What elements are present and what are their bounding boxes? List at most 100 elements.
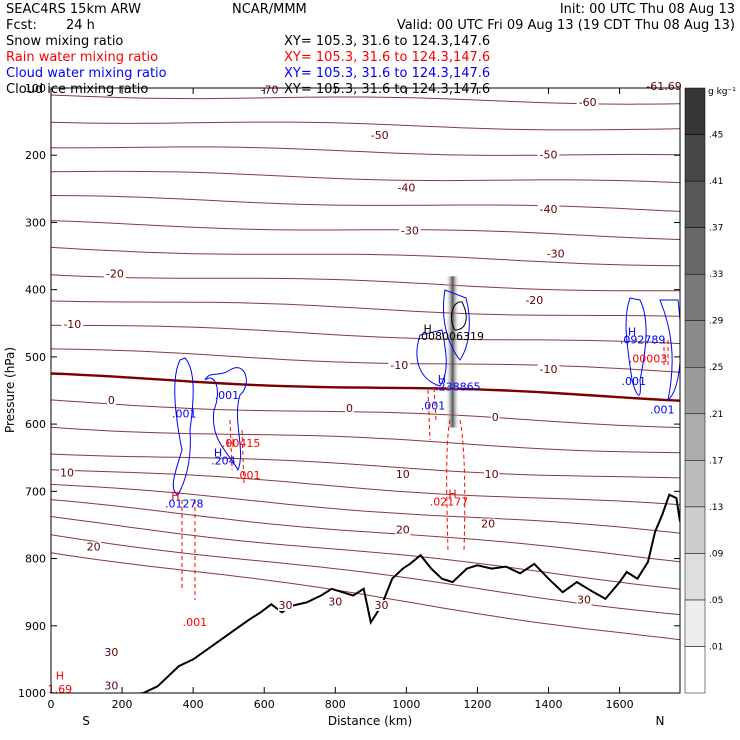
rain-water-contour [427, 387, 437, 441]
colorbar-level-label: .17 [709, 456, 723, 466]
temperature-contour-label: -70 [261, 83, 279, 96]
isotherm-line [51, 274, 680, 292]
valid-time: Valid: 00 UTC Fri 09 Aug 13 (19 CDT Thu … [397, 18, 735, 33]
hydrometeor-label: .204 [211, 454, 236, 467]
y-tick-label: 1000 [18, 687, 46, 700]
cloud-water-contour [172, 357, 194, 496]
contour-label-bg [399, 225, 421, 237]
hydrometeor-label: H [438, 373, 446, 386]
hydrometeor-label: .001 [421, 399, 446, 412]
cloud-water-contour [416, 329, 447, 387]
temperature-contour-label: -30 [401, 225, 419, 238]
hydrometeor-label: H [214, 446, 222, 459]
contour-label-bg [59, 467, 75, 479]
hydrometeor-label: .001 [622, 375, 647, 388]
hydrometeor-label: .02177 [430, 495, 469, 508]
snow-contour [451, 301, 467, 331]
contour-label-bg [480, 518, 496, 530]
colorbar-swatch [684, 180, 706, 228]
colorbar-level-label: .45 [709, 131, 723, 141]
y-tick-label: 700 [25, 485, 46, 498]
y-tick-label: 400 [25, 284, 46, 297]
contour-label-bg [537, 364, 560, 376]
contour-label-bg [523, 294, 546, 306]
field-name-cloud-ice: Cloud ice mixing ratio [6, 82, 148, 97]
cloud-water-contour [625, 297, 647, 396]
y-tick-label: 600 [25, 418, 46, 431]
temperature-contour-label: 30 [577, 594, 591, 607]
colorbar-level-label: .13 [709, 503, 723, 513]
terrain-line [137, 493, 680, 693]
temperature-contour-label: 10 [485, 468, 499, 481]
hydrometeor-label: .00003 [629, 352, 668, 365]
plot-frame [50, 87, 681, 694]
isotherm-line [51, 195, 680, 212]
isotherm-line [51, 121, 680, 131]
hydrometeor-label: .008006319 [418, 330, 484, 343]
isotherm-line [51, 516, 680, 590]
temperature-contour-label: -61.69 [646, 80, 681, 93]
contour-label-bg [103, 680, 120, 692]
x-tick-label: 1400 [535, 698, 563, 711]
contour-label-bg [103, 647, 120, 659]
contour-label-bg [61, 318, 84, 330]
hydrometeor-label: H [56, 670, 64, 683]
x-tick-label: 600 [254, 698, 275, 711]
colorbar: .01 .05 .09 .13 .17 .21 .25 .29 .33 .37 .41 .45 [684, 87, 724, 694]
isotherm-line [51, 499, 680, 563]
hydrometeor-label: .01278 [165, 497, 204, 510]
isotherm-line [51, 348, 680, 373]
field-xy-snow: XY= 105.3, 31.6 to 124.3,147.6 [284, 34, 490, 49]
contour-label-bg [327, 596, 343, 608]
contour-labels: -70 -61.69 -60 -50 -50 -40 -40 -30 -30 -20 -20 -10 -… [48, 80, 685, 696]
field-name-rain: Rain water mixing ratio [6, 50, 158, 65]
temperature-contour-label: -50 [371, 129, 389, 142]
isotherm-line [51, 469, 680, 506]
cloud-water-contour [204, 367, 247, 472]
isotherm-line [51, 94, 680, 105]
contour-label-bg [373, 599, 390, 611]
temperature-contour-label: 30 [328, 596, 342, 609]
hydrometeor-contours [172, 276, 680, 600]
colorbar-swatch [684, 599, 706, 647]
x-axis-right-end: N [656, 714, 665, 728]
contour-label-bg [576, 594, 592, 606]
temperature-contour-label: -10 [63, 318, 81, 331]
freezing-level-line [51, 372, 680, 402]
x-axis-left-end: S [82, 714, 90, 728]
x-tick-label: 400 [183, 698, 204, 711]
forecast-label: Fcst: [6, 18, 37, 33]
forecast-value: 24 h [66, 18, 95, 33]
isotherm-line [51, 220, 680, 240]
contour-label-bg [368, 130, 391, 142]
contour-label-bg [643, 81, 685, 93]
colorbar-swatch [684, 320, 706, 368]
isotherm-line [51, 453, 680, 479]
contour-label-bg [104, 268, 126, 280]
hydrometeor-label: H [448, 487, 456, 500]
isotherm-line [51, 246, 680, 267]
contour-label-bg [345, 403, 354, 415]
isotherm-line [51, 300, 680, 317]
rain-water-contour [446, 419, 466, 551]
isotherm-line [51, 399, 680, 428]
colorbar-level-label: .37 [709, 224, 723, 234]
y-tick-label: 500 [25, 351, 46, 364]
rain-water-contour [181, 500, 196, 600]
temperature-contour-label: -20 [106, 268, 124, 281]
temperature-contour-label: 30 [374, 599, 388, 612]
colorbar-swatch [684, 227, 706, 275]
y-tick-label: 300 [25, 216, 46, 229]
temperature-contour-label: 0 [492, 411, 499, 424]
temperature-contour-label: -20 [525, 294, 543, 307]
cloud-water-contour [659, 299, 680, 402]
colorbar-swatch [684, 366, 706, 415]
init-time: Init: 00 UTC Thu 08 Aug 13 [560, 2, 735, 17]
isotherm-line [51, 146, 680, 156]
isotherm-line [51, 426, 680, 454]
temperature-contour-label: -10 [390, 359, 408, 372]
field-name-cloud-water: Cloud water mixing ratio [6, 66, 167, 81]
hydrometeor-label: H [226, 437, 234, 450]
colorbar-swatch [684, 506, 706, 554]
